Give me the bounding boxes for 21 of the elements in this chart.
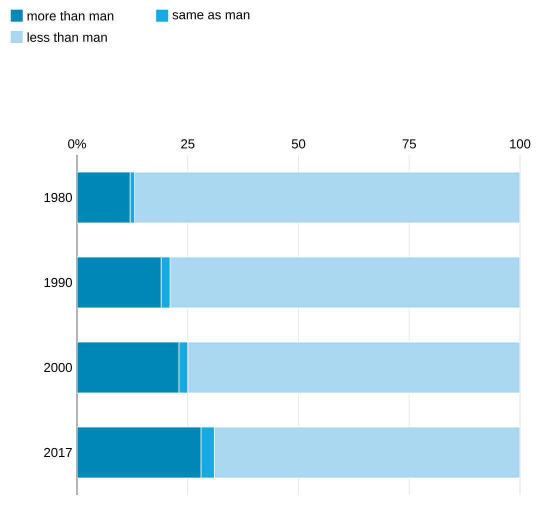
y-tick-label: 2017 — [44, 448, 72, 458]
bar — [170, 256, 520, 308]
bar — [214, 426, 520, 478]
x-tick-label: 75 — [402, 139, 416, 148]
legend-label: same as man — [172, 12, 250, 20]
legend-label: less than man — [28, 32, 107, 42]
x-tick-label: 25 — [181, 139, 194, 148]
y-tick-label: 1980 — [44, 192, 72, 202]
y-tick-label: 1990 — [44, 278, 72, 288]
bar — [77, 342, 180, 394]
bar — [160, 256, 170, 308]
x-tick-label: 50 — [292, 139, 306, 148]
bar — [134, 172, 520, 224]
bar — [187, 342, 520, 394]
y-tick-label: 2000 — [44, 362, 72, 372]
bar — [77, 426, 202, 478]
x-tick-label: 0% — [68, 139, 86, 148]
x-tick-label: 100 — [510, 139, 530, 148]
legend-label: more than man — [28, 10, 114, 21]
bar — [77, 256, 162, 308]
bar — [77, 172, 131, 224]
